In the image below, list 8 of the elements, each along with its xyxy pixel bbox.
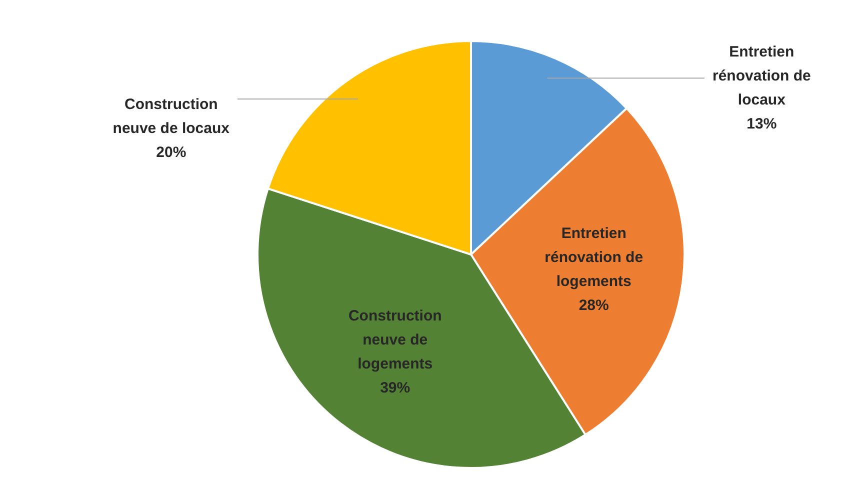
slice-label: Construction neuve de logements <box>348 307 442 372</box>
slice-label: Entretien rénovation de logements <box>544 225 644 290</box>
data-label: 39% <box>380 379 410 396</box>
data-label: 20% <box>156 144 186 162</box>
data-label: 13% <box>746 115 777 132</box>
slice-label: Entretien rénovation de locaux <box>712 43 811 108</box>
slice-label: Construction neuve de locaux <box>112 96 230 138</box>
data-label: 28% <box>578 297 609 314</box>
